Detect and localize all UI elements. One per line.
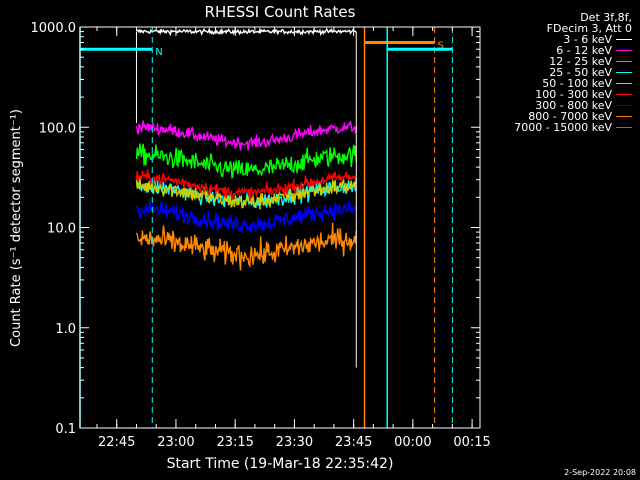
legend-swatch [616, 127, 632, 128]
legend-entry-label: 6 - 12 keV [556, 44, 612, 57]
y-tick-label: 100.0 [39, 121, 76, 136]
legend-entry: 800 - 7000 keV [462, 111, 632, 122]
legend-entry: 100 - 300 keV [462, 89, 632, 100]
x-tick-label: 23:15 [216, 435, 253, 450]
legend-entry-label: 300 - 800 keV [535, 99, 612, 112]
series-line [135, 222, 357, 271]
legend-entry-label: 7000 - 15000 keV [514, 121, 612, 134]
x-tick-label: 00:00 [394, 435, 431, 450]
legend-entry-label: 3 - 6 keV [563, 33, 612, 46]
legend-swatch [616, 39, 632, 40]
datestamp: 2-Sep-2022 20:08 [564, 468, 636, 477]
plot-area: N S 0.1 1.0 10.0 100.0 1000.0 22:45 23:00 23:15 23… [31, 21, 491, 450]
x-tick-label: 23:45 [335, 435, 372, 450]
legend-entry: 50 - 100 keV [462, 78, 632, 89]
legend-swatch [616, 94, 632, 95]
marker-label: N [155, 47, 162, 58]
legend-entry-label: 50 - 100 keV [542, 77, 612, 90]
chart-title: RHESSI Count Rates [205, 3, 356, 21]
legend-swatch [616, 72, 632, 73]
legend-swatch [616, 116, 632, 117]
legend-entry: 3 - 6 keV [462, 34, 632, 45]
legend-entry-label: 25 - 50 keV [549, 66, 612, 79]
x-axis-label: Start Time (19-Mar-18 22:35:42) [167, 456, 394, 472]
legend-entry-label: 800 - 7000 keV [528, 110, 612, 123]
legend-swatch [616, 83, 632, 84]
legend-swatch [616, 50, 632, 51]
legend-entry: 6 - 12 keV [462, 45, 632, 56]
series-line [135, 176, 357, 210]
legend-header-line: Det 3f,8f, [580, 11, 632, 24]
series-line [135, 120, 357, 151]
y-tick-label: 0.1 [55, 422, 76, 437]
x-tick-label: 22:45 [98, 435, 135, 450]
x-tick-label: 00:15 [453, 435, 490, 450]
series-line [135, 200, 357, 234]
legend-entry: 12 - 25 keV [462, 56, 632, 67]
legend-entry: 300 - 800 keV [462, 100, 632, 111]
y-tick-label: 1.0 [55, 322, 76, 337]
y-tick-label: 10.0 [47, 222, 76, 237]
legend-entry-label: 100 - 300 keV [535, 88, 612, 101]
legend-entry: 7000 - 15000 keV [462, 122, 632, 133]
legend-entry-label: 12 - 25 keV [549, 55, 612, 68]
legend-swatch [616, 61, 632, 62]
legend-header-line: FDecim 3, Att 0 [546, 22, 632, 35]
legend-swatch [616, 105, 632, 106]
series-line [136, 27, 357, 37]
legend-entries: 3 - 6 keV 6 - 12 keV 12 - 25 keV 25 - 50 ke… [462, 34, 632, 133]
legend: Det 3f,8f, FDecim 3, Att 0 3 - 6 keV 6 - … [462, 12, 632, 133]
y-axis-label: Count Rate (s⁻¹ detector segment⁻¹) [9, 109, 24, 347]
series-line [135, 169, 357, 202]
x-tick-label: 23:30 [276, 435, 313, 450]
series-line [135, 143, 357, 179]
plot-frame [79, 26, 481, 429]
marker-label: S [438, 41, 444, 52]
legend-entry: 25 - 50 keV [462, 67, 632, 78]
x-tick-label: 23:00 [157, 435, 194, 450]
y-tick-label: 1000.0 [31, 21, 77, 36]
